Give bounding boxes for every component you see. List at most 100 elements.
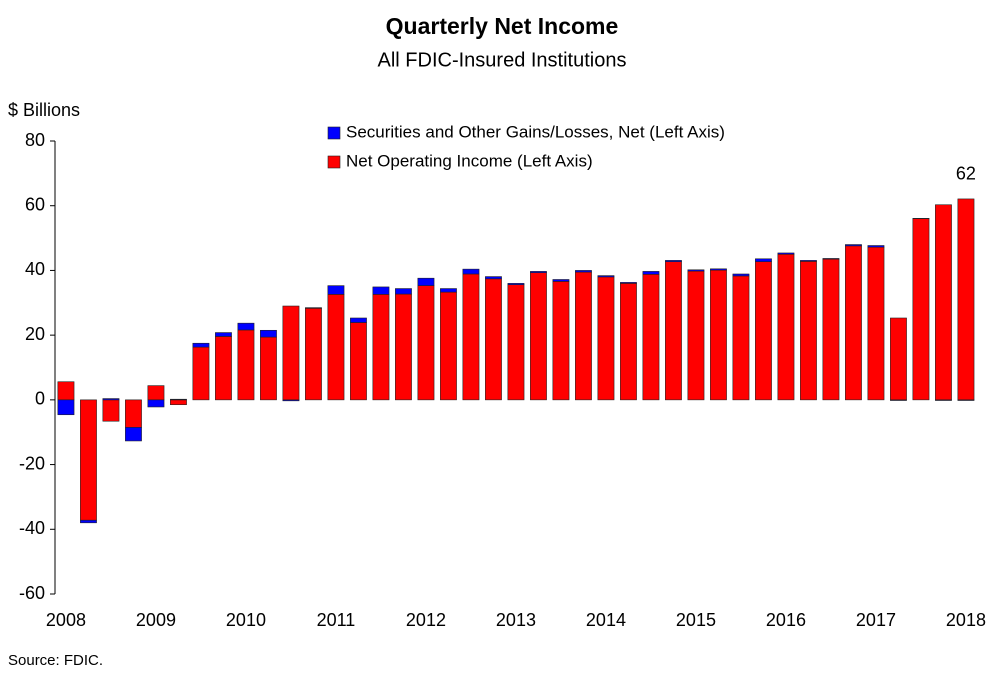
- bar-segment: [215, 336, 232, 401]
- bar-segment: [530, 271, 547, 273]
- bar-segment: [462, 273, 480, 401]
- bar-segment: [395, 288, 412, 295]
- bar-segment: [485, 276, 502, 280]
- legend-swatch: [327, 126, 341, 140]
- y-tick-label: -40: [19, 518, 45, 538]
- bar-segment: [890, 317, 907, 401]
- bar-segment: [935, 204, 952, 401]
- bar-segment: [192, 346, 210, 401]
- bar-segment: [867, 246, 885, 401]
- bar-segment: [57, 399, 75, 416]
- bar-segment: [260, 336, 277, 401]
- bar-segment: [777, 253, 795, 401]
- bar-segment: [665, 260, 682, 262]
- bar-segment: [147, 385, 165, 401]
- bar-segment: [957, 399, 975, 401]
- bar-segment: [530, 272, 547, 401]
- bar-segment: [237, 329, 255, 401]
- y-tick-label: 0: [35, 389, 45, 409]
- y-tick-label: 80: [25, 130, 45, 150]
- bar-segment: [732, 275, 750, 401]
- bar-segment: [237, 322, 255, 331]
- bar-segment: [125, 427, 142, 442]
- bar-segment: [102, 399, 120, 422]
- bar-segment: [125, 399, 142, 428]
- bar-segment: [620, 282, 637, 284]
- bar-segment: [575, 271, 592, 401]
- bar-segment: [642, 274, 660, 401]
- y-tick-label: -60: [19, 583, 45, 603]
- bar-segment: [395, 293, 412, 401]
- x-tick-label: 2010: [226, 610, 266, 630]
- bar-segment: [507, 283, 525, 285]
- bar-segment: [305, 307, 322, 309]
- bar-segment: [575, 270, 592, 273]
- bar-segment: [935, 399, 952, 401]
- bar-segment: [912, 218, 930, 401]
- bar-segment: [552, 279, 570, 282]
- bar-segment: [462, 268, 480, 275]
- bar-segment: [440, 288, 457, 293]
- bar-segment: [260, 329, 277, 338]
- bar-segment: [597, 276, 615, 401]
- bar-segment: [822, 258, 840, 260]
- source-note: Source: FDIC.: [8, 652, 103, 669]
- y-tick-label: 60: [25, 194, 45, 214]
- bar-segment: [642, 271, 660, 275]
- x-tick-label: 2012: [406, 610, 446, 630]
- y-axis-label: $ Billions: [8, 100, 80, 120]
- bar-segment: [147, 399, 165, 408]
- bar-segment: [620, 283, 637, 401]
- legend-label: Net Operating Income (Left Axis): [346, 151, 593, 170]
- bar-segment: [845, 244, 862, 247]
- bar-segment: [800, 260, 817, 262]
- bar-segment: [80, 519, 97, 524]
- y-tick-label: 20: [25, 324, 45, 344]
- bar-segment: [552, 281, 570, 401]
- bar-segment: [170, 398, 187, 401]
- bar-segment: [192, 342, 210, 348]
- bar-segment: [755, 261, 772, 401]
- bar-segment: [282, 305, 300, 401]
- bar-segment: [822, 258, 840, 401]
- x-tick-label: 2017: [856, 610, 896, 630]
- bar-segment: [665, 261, 682, 401]
- x-tick-label: 2016: [766, 610, 806, 630]
- bar-segment: [282, 399, 300, 402]
- bar-segment: [507, 284, 525, 401]
- bar-segment: [372, 294, 390, 401]
- bar-segment: [710, 269, 727, 401]
- x-tick-label: 2011: [317, 610, 356, 630]
- chart-title: Quarterly Net Income: [386, 13, 619, 39]
- bar-segment: [687, 270, 705, 401]
- chart-subtitle: All FDIC-Insured Institutions: [378, 49, 627, 71]
- bar-segment: [687, 269, 705, 272]
- bar-segment: [777, 252, 795, 255]
- bar-segment: [80, 399, 97, 521]
- bar-segment: [732, 273, 750, 277]
- bar-segment: [170, 399, 187, 406]
- legend-label: Securities and Other Gains/Losses, Net (…: [346, 122, 725, 141]
- legend-swatch: [327, 155, 341, 169]
- x-tick-label: 2009: [136, 610, 176, 630]
- bar-segment: [102, 398, 120, 401]
- x-tick-label: 2015: [676, 610, 716, 630]
- bar-segment: [867, 245, 885, 248]
- bar-segment: [350, 322, 367, 401]
- bar-segment: [417, 285, 435, 401]
- x-tick-label: 2014: [586, 610, 626, 630]
- bar-segment: [372, 286, 390, 295]
- x-tick-label: 2018: [946, 610, 986, 630]
- bar-segment: [57, 381, 75, 401]
- y-tick-label: -20: [19, 453, 45, 473]
- bar-segment: [957, 198, 975, 401]
- bar-segment: [485, 278, 502, 401]
- value-annotation: 62: [956, 164, 976, 184]
- bar-segment: [597, 275, 615, 278]
- bar-segment: [710, 268, 727, 271]
- bar-segment: [845, 245, 862, 401]
- x-tick-label: 2008: [46, 610, 86, 630]
- bar-segment: [327, 294, 345, 401]
- bar-segment: [440, 291, 457, 401]
